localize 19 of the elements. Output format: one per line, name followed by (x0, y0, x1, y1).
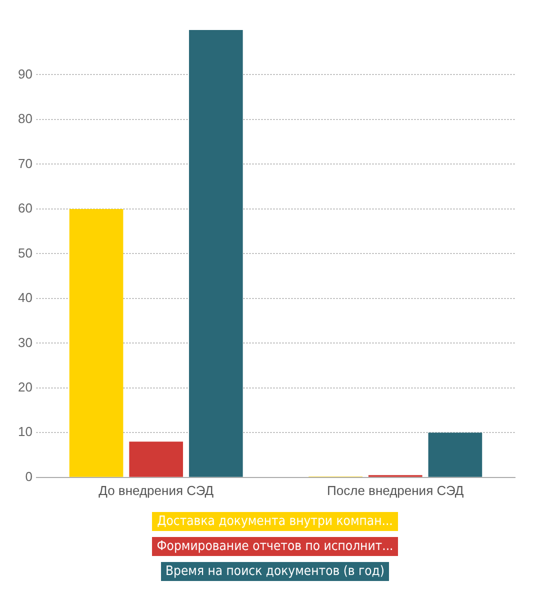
y-tick-label: 20 (18, 380, 32, 394)
text: Время на поиск документов (в год) (160, 562, 390, 581)
y-tick-label: 40 (18, 290, 32, 306)
y-tick-label: 70 (18, 156, 32, 171)
y-tick-label: 10 (18, 424, 32, 440)
y-tick-label: 60 (18, 200, 32, 216)
y-tick-label: 80 (18, 111, 32, 126)
y-tick-label: 50 (18, 245, 32, 260)
text: Доставка документа внутри компан... (152, 512, 398, 531)
y-tick-label: 30 (18, 334, 32, 350)
y-tick-label: 0 (25, 468, 32, 484)
x-tick-label: После внедрения СЭД (327, 482, 464, 498)
bar (129, 442, 184, 477)
text: Формирование отчетов по исполнит... (152, 537, 398, 556)
bar (188, 30, 243, 477)
bar (428, 432, 482, 477)
y-tick-label: 90 (18, 66, 32, 82)
x-tick-label: До внедрения СЭД (98, 482, 214, 498)
bar (69, 208, 124, 477)
